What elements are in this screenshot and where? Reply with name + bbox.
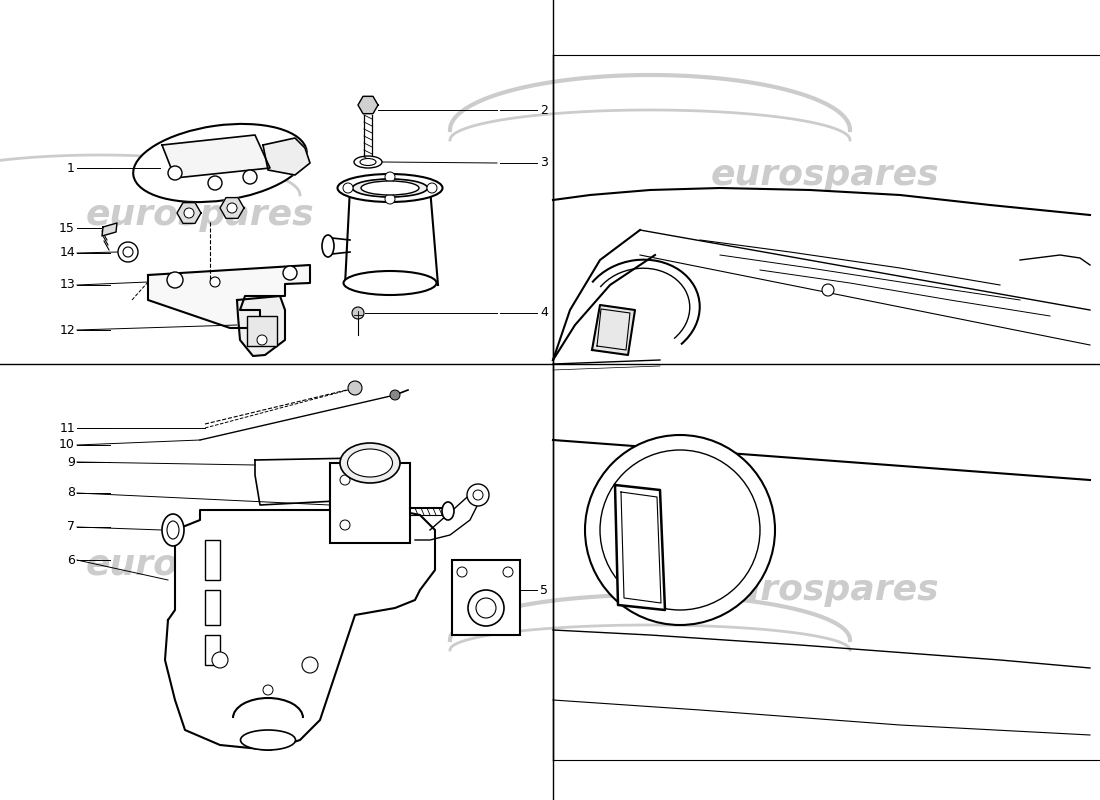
Text: eurospares: eurospares [711,573,939,607]
Bar [205,635,220,665]
Ellipse shape [167,521,179,539]
Text: 12: 12 [59,323,75,337]
Ellipse shape [338,174,442,202]
Bar [330,463,410,543]
Circle shape [343,183,353,193]
Circle shape [385,194,395,204]
Circle shape [468,484,490,506]
Bar [248,316,277,346]
Circle shape [210,277,220,287]
Ellipse shape [133,124,307,202]
Circle shape [340,475,350,485]
Circle shape [283,266,297,280]
Text: eurospares: eurospares [711,158,939,192]
Ellipse shape [162,514,184,546]
Circle shape [503,567,513,577]
Circle shape [123,247,133,257]
Text: 13: 13 [59,278,75,291]
Circle shape [822,284,834,296]
Ellipse shape [343,271,437,295]
Circle shape [118,242,138,262]
Circle shape [257,335,267,345]
Ellipse shape [361,181,419,195]
Circle shape [585,435,776,625]
Circle shape [476,598,496,618]
Text: 7: 7 [67,521,75,534]
Circle shape [243,170,257,184]
Circle shape [390,390,400,400]
Circle shape [208,176,222,190]
Circle shape [348,381,362,395]
Circle shape [227,203,236,213]
Circle shape [468,590,504,626]
Polygon shape [177,202,201,223]
Circle shape [473,490,483,500]
Ellipse shape [348,449,393,477]
Circle shape [263,685,273,695]
Circle shape [212,652,228,668]
Bar [205,590,220,625]
Bar [205,540,220,580]
Text: 14: 14 [59,246,75,259]
Polygon shape [162,135,270,178]
Circle shape [168,166,182,180]
Text: 1: 1 [67,162,75,174]
Circle shape [352,307,364,319]
Text: 9: 9 [67,455,75,469]
Text: 5: 5 [540,583,548,597]
Text: 11: 11 [59,422,75,434]
Circle shape [456,567,468,577]
Text: 3: 3 [540,157,548,170]
Ellipse shape [352,179,428,197]
Circle shape [184,208,194,218]
Text: 15: 15 [59,222,75,234]
Ellipse shape [322,235,334,257]
Ellipse shape [340,443,400,483]
Text: 4: 4 [540,306,548,319]
Polygon shape [236,296,285,356]
Text: 6: 6 [67,554,75,566]
Ellipse shape [354,156,382,168]
Text: 10: 10 [59,438,75,451]
Circle shape [302,657,318,673]
Text: 8: 8 [67,486,75,499]
Ellipse shape [360,158,376,166]
Text: 2: 2 [540,103,548,117]
Polygon shape [102,223,117,236]
Ellipse shape [442,502,454,520]
Polygon shape [220,198,244,218]
Circle shape [600,450,760,610]
Circle shape [385,172,395,182]
Polygon shape [358,96,378,114]
Circle shape [340,520,350,530]
Polygon shape [148,265,310,328]
Circle shape [427,183,437,193]
Polygon shape [592,305,635,355]
Circle shape [167,272,183,288]
Text: eurospares: eurospares [86,548,315,582]
Polygon shape [255,458,365,505]
Text: eurospares: eurospares [86,198,315,232]
Polygon shape [615,485,666,610]
Polygon shape [263,138,310,175]
Ellipse shape [241,730,296,750]
Polygon shape [165,502,434,750]
Bar [452,560,520,635]
